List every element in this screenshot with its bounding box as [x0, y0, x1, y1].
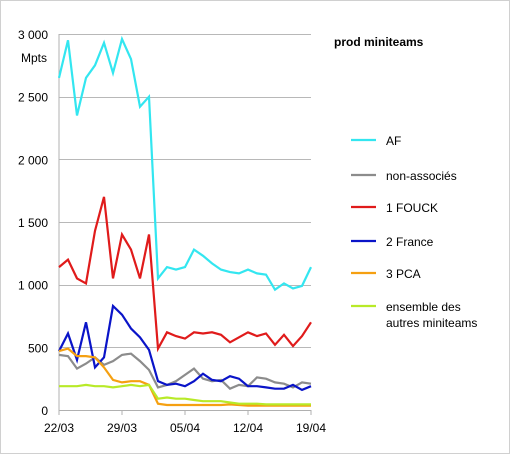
series-line-4	[58, 347, 311, 407]
series-line-3	[58, 303, 312, 392]
y-axis-label: Mpts	[21, 51, 47, 65]
x-tick-label: 05/04	[170, 421, 200, 435]
series-line-2	[58, 196, 312, 353]
x-tick-labels: 22/03 29/03 05/04 12/04 19/04	[44, 410, 326, 435]
series-line-5	[59, 383, 311, 406]
legend-label: 3 PCA	[386, 267, 421, 281]
series-lines	[57, 35, 312, 407]
y-tick-label: 2 000	[18, 153, 48, 167]
chart-title: prod miniteams	[334, 35, 424, 49]
series-line-0	[57, 35, 312, 292]
legend-label: non-associés	[386, 169, 457, 183]
legend: AF non-associés 1 FOUCK 2 France 3 PCA ensemb…	[351, 134, 477, 330]
x-tick-label: 29/03	[107, 421, 137, 435]
legend-label: AF	[386, 134, 401, 148]
y-tick-label: 2 500	[18, 91, 48, 105]
grid-lines	[59, 34, 311, 348]
y-tick-label: 500	[28, 341, 48, 355]
legend-label: 2 France	[386, 235, 434, 249]
y-tick-label: 1 500	[18, 216, 48, 230]
x-tick-label: 19/04	[296, 421, 326, 435]
y-tick-label: 0	[41, 404, 48, 418]
legend-label: ensemble des	[386, 300, 461, 314]
series-line-1	[58, 352, 312, 390]
x-tick-label: 22/03	[44, 421, 74, 435]
y-tick-labels: 0 500 1 000 1 500 2 000 2 500 3 000	[18, 28, 48, 418]
legend-label: 1 FOUCK	[386, 201, 438, 215]
y-tick-label: 3 000	[18, 28, 48, 42]
legend-label: autres miniteams	[386, 316, 477, 330]
x-tick-label: 12/04	[233, 421, 263, 435]
y-tick-label: 1 000	[18, 279, 48, 293]
